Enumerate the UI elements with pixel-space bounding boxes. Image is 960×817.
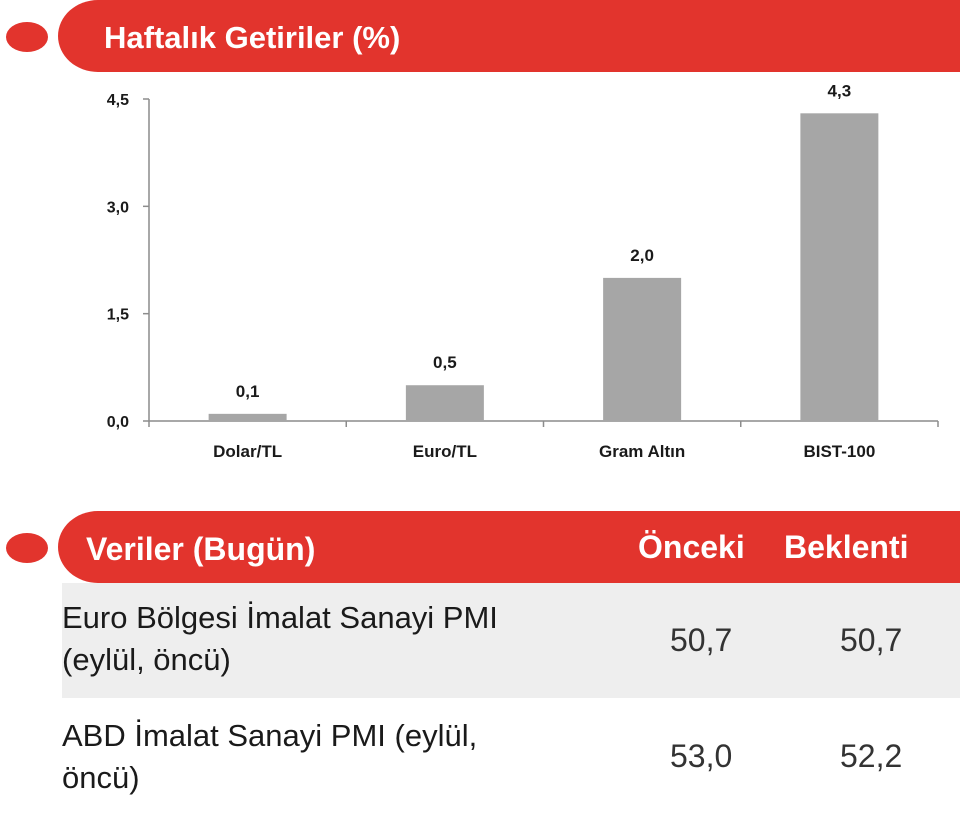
bar <box>405 385 484 421</box>
banner-dot-icon <box>6 533 48 563</box>
x-category-label: BIST-100 <box>803 442 875 461</box>
table-row: Euro Bölgesi İmalat Sanayi PMI (eylül, ö… <box>62 583 960 698</box>
weekly-returns-chart: 0,0 1,5 3,0 4,5 0,1 Dolar/TL 0,5 Euro/TL 2,0 Gram… <box>107 81 939 461</box>
bar-value-label: 2,0 <box>630 246 654 265</box>
bar <box>603 277 682 421</box>
banner-bar <box>58 511 960 583</box>
indicator-name-line1: ABD İmalat Sanayi PMI (eylül, <box>62 718 478 753</box>
bar <box>800 113 879 422</box>
banner-bar <box>58 0 960 72</box>
indicator-name-line1: Euro Bölgesi İmalat Sanayi PMI <box>62 600 498 635</box>
previous-value: 53,0 <box>670 737 733 774</box>
y-tick-label: 3,0 <box>107 199 129 216</box>
column-header-previous: Önceki <box>638 529 745 565</box>
chart-header-banner: Haftalık Getiriler (%) <box>0 0 960 72</box>
y-tick-label: 1,5 <box>107 307 129 324</box>
chart-title: Haftalık Getiriler (%) <box>104 20 401 55</box>
indicator-name-line2: öncü) <box>62 760 140 795</box>
x-category-label: Gram Altın <box>599 442 685 461</box>
table-title: Veriler (Bugün) <box>86 531 316 567</box>
expected-value: 50,7 <box>840 622 903 658</box>
previous-value: 50,7 <box>670 622 733 658</box>
bar-value-label: 4,3 <box>828 81 852 100</box>
expected-value: 52,2 <box>840 737 903 774</box>
x-category-label: Dolar/TL <box>213 442 282 461</box>
bar <box>208 413 287 421</box>
indicator-name: Euro Bölgesi İmalat Sanayi PMI (eylül, ö… <box>62 597 582 681</box>
y-tick-label: 4,5 <box>107 92 129 109</box>
x-category-label: Euro/TL <box>413 442 477 461</box>
column-header-expected: Beklenti <box>784 529 909 565</box>
bar-value-label: 0,5 <box>433 353 457 372</box>
indicator-name: ABD İmalat Sanayi PMI (eylül, öncü) <box>62 715 582 799</box>
banner-dot-icon <box>6 22 48 52</box>
table-row: ABD İmalat Sanayi PMI (eylül, öncü) 53,0… <box>62 701 960 811</box>
table-header-banner: Veriler (Bugün) Önceki Beklenti <box>0 511 960 583</box>
y-tick-label: 0,0 <box>107 414 129 431</box>
indicator-name-line2: (eylül, öncü) <box>62 642 231 677</box>
bar-value-label: 0,1 <box>236 382 260 401</box>
